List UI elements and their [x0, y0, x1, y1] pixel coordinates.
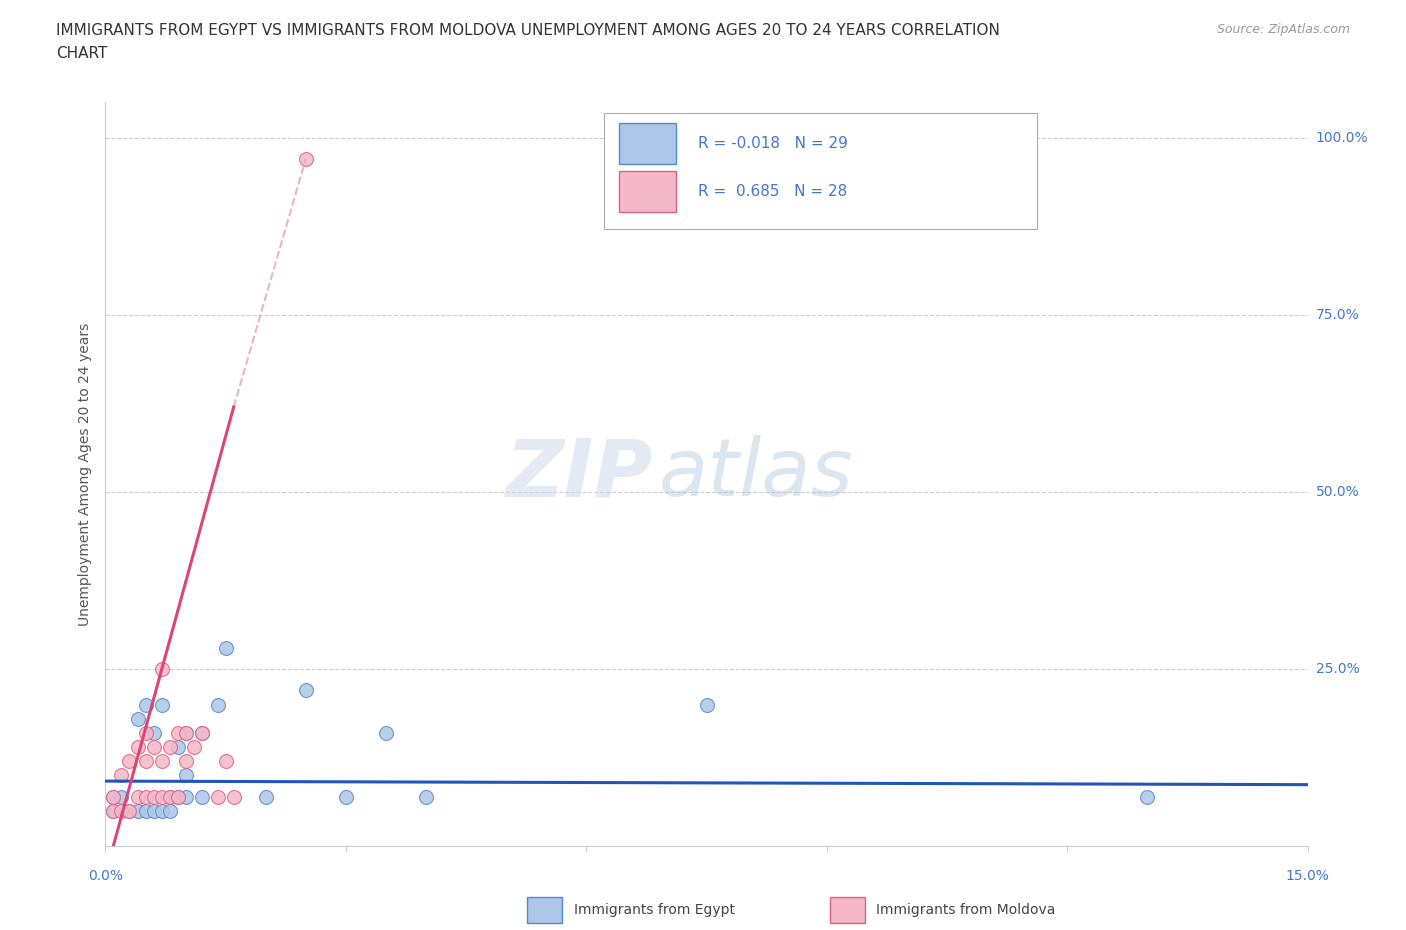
- Text: 100.0%: 100.0%: [1316, 131, 1368, 145]
- Text: 25.0%: 25.0%: [1316, 662, 1360, 676]
- Text: CHART: CHART: [56, 46, 108, 61]
- Point: [150, 698, 173, 712]
- Text: Immigrants from Egypt: Immigrants from Egypt: [574, 902, 735, 917]
- Point: [174, 725, 197, 740]
- Point: [335, 790, 357, 804]
- Point: [222, 790, 245, 804]
- Point: [142, 739, 165, 754]
- Point: [214, 754, 236, 769]
- Point: [135, 804, 157, 818]
- FancyBboxPatch shape: [619, 171, 676, 212]
- Text: IMMIGRANTS FROM EGYPT VS IMMIGRANTS FROM MOLDOVA UNEMPLOYMENT AMONG AGES 20 TO 2: IMMIGRANTS FROM EGYPT VS IMMIGRANTS FROM…: [56, 23, 1000, 38]
- Point: [142, 725, 165, 740]
- Point: [135, 754, 157, 769]
- Point: [254, 790, 277, 804]
- Point: [166, 790, 188, 804]
- Point: [127, 804, 149, 818]
- Point: [142, 790, 165, 804]
- Text: R =  0.685   N = 28: R = 0.685 N = 28: [699, 184, 848, 199]
- Point: [150, 790, 173, 804]
- Point: [103, 790, 125, 804]
- Point: [142, 804, 165, 818]
- Text: Immigrants from Moldova: Immigrants from Moldova: [876, 902, 1056, 917]
- Text: 0.0%: 0.0%: [89, 869, 122, 883]
- Point: [118, 804, 141, 818]
- Point: [190, 790, 212, 804]
- Point: [135, 790, 157, 804]
- Point: [174, 754, 197, 769]
- Point: [295, 683, 318, 698]
- Point: [135, 698, 157, 712]
- FancyBboxPatch shape: [605, 113, 1038, 229]
- Point: [174, 768, 197, 783]
- Point: [207, 698, 229, 712]
- Point: [415, 790, 437, 804]
- Point: [110, 768, 132, 783]
- Text: R = -0.018   N = 29: R = -0.018 N = 29: [699, 136, 848, 151]
- Point: [190, 725, 212, 740]
- Point: [150, 804, 173, 818]
- Point: [127, 790, 149, 804]
- Point: [207, 790, 229, 804]
- Point: [110, 804, 132, 818]
- Point: [183, 739, 205, 754]
- Point: [103, 804, 125, 818]
- Point: [159, 804, 181, 818]
- Point: [103, 804, 125, 818]
- Point: [110, 790, 132, 804]
- Point: [159, 790, 181, 804]
- Text: 15.0%: 15.0%: [1285, 869, 1330, 883]
- Point: [118, 804, 141, 818]
- Point: [214, 641, 236, 656]
- Text: ZIP: ZIP: [505, 435, 652, 513]
- Point: [150, 662, 173, 677]
- Text: Source: ZipAtlas.com: Source: ZipAtlas.com: [1216, 23, 1350, 36]
- Point: [135, 725, 157, 740]
- Text: atlas: atlas: [658, 435, 853, 513]
- Point: [103, 790, 125, 804]
- Point: [166, 725, 188, 740]
- Point: [696, 698, 718, 712]
- Point: [159, 790, 181, 804]
- Point: [166, 790, 188, 804]
- FancyBboxPatch shape: [619, 123, 676, 164]
- Point: [190, 725, 212, 740]
- Point: [174, 725, 197, 740]
- Point: [374, 725, 398, 740]
- Point: [159, 739, 181, 754]
- Point: [174, 790, 197, 804]
- Point: [118, 754, 141, 769]
- Point: [127, 711, 149, 726]
- Text: 50.0%: 50.0%: [1316, 485, 1360, 499]
- Point: [166, 739, 188, 754]
- Point: [150, 754, 173, 769]
- Point: [127, 739, 149, 754]
- Point: [295, 152, 318, 166]
- Text: 75.0%: 75.0%: [1316, 308, 1360, 322]
- Point: [1136, 790, 1159, 804]
- Y-axis label: Unemployment Among Ages 20 to 24 years: Unemployment Among Ages 20 to 24 years: [79, 323, 93, 626]
